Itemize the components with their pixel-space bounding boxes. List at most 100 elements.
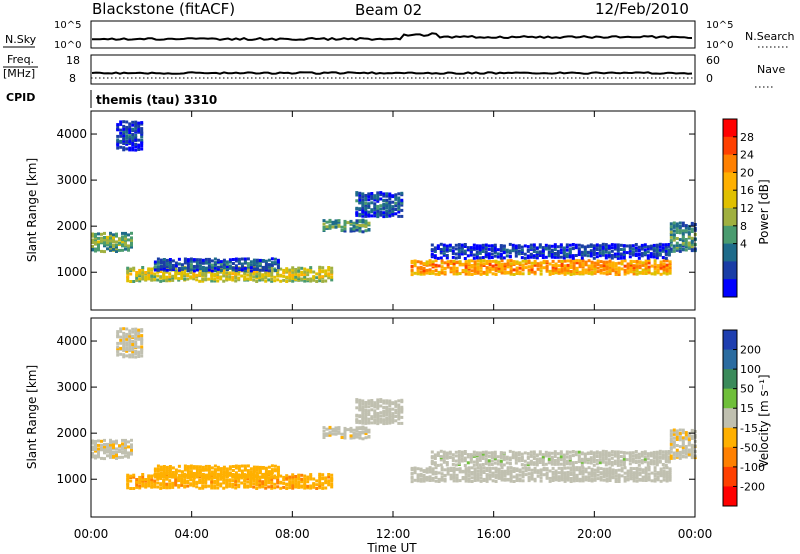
velocity-cell <box>526 461 530 465</box>
velocity-cell <box>340 436 344 439</box>
colorbar-tick-label: 16 <box>740 184 754 197</box>
velocity-cell <box>451 459 455 462</box>
velocity-cell <box>668 473 672 477</box>
power-colorbar-label: Power [dB] <box>757 179 771 244</box>
power-cell <box>130 236 133 240</box>
velocity-cell <box>237 467 241 471</box>
velocity-cell <box>649 462 653 466</box>
power-cell <box>112 247 115 251</box>
power-cell <box>134 145 138 149</box>
velocity-cell <box>578 479 582 483</box>
power-cell <box>571 243 575 246</box>
power-cell <box>669 235 673 239</box>
power-cell <box>560 271 564 275</box>
power-cell <box>518 263 522 267</box>
velocity-cell <box>364 403 368 407</box>
velocity-cell <box>629 470 633 474</box>
velocity-cell <box>382 405 386 409</box>
power-cell <box>672 249 676 253</box>
power-cell <box>97 232 100 236</box>
velocity-cell <box>445 454 449 458</box>
velocity-cell <box>452 466 456 470</box>
velocity-cell <box>318 479 322 483</box>
power-cell <box>282 274 286 278</box>
colorbar-tick-label: 4 <box>740 238 747 251</box>
velocity-cell <box>464 479 468 483</box>
power-cell <box>153 277 157 281</box>
velocity-cell <box>144 484 148 488</box>
velocity-cell <box>524 466 528 470</box>
power-cell <box>551 263 555 267</box>
velocity-cell <box>613 450 617 454</box>
velocity-cell <box>562 457 566 461</box>
power-cell <box>469 246 473 250</box>
power-cell <box>565 248 569 252</box>
velocity-cell <box>321 476 325 480</box>
velocity-cell <box>509 475 513 479</box>
power-cell <box>601 251 605 255</box>
power-cell <box>165 258 169 262</box>
velocity-cell <box>580 451 584 455</box>
power-cell <box>457 247 461 251</box>
power-cell <box>115 232 118 236</box>
velocity-cell <box>388 399 392 403</box>
power-cell <box>364 221 368 225</box>
power-cell <box>512 260 516 264</box>
power-cell <box>291 273 295 277</box>
velocity-cell <box>608 475 612 479</box>
velocity-cell <box>267 481 271 485</box>
power-cell <box>225 260 229 264</box>
velocity-cell <box>267 479 271 483</box>
power-cell <box>482 270 486 274</box>
velocity-cell <box>434 470 438 474</box>
velocity-cell <box>128 342 132 346</box>
velocity-cell <box>631 457 635 461</box>
velocity-cell <box>669 432 673 436</box>
power-cell <box>620 267 624 271</box>
power-cell <box>590 266 594 270</box>
power-cell <box>252 272 256 276</box>
velocity-cell <box>476 474 480 478</box>
power-cell <box>563 272 567 276</box>
velocity-cell <box>367 405 371 409</box>
velocity-cell <box>526 463 530 467</box>
velocity-cell <box>445 451 449 455</box>
power-cell <box>508 242 512 246</box>
power-cell <box>449 270 453 274</box>
power-cell <box>122 132 126 135</box>
power-cell <box>442 247 446 251</box>
velocity-cell <box>520 459 524 462</box>
velocity-cell <box>572 479 576 483</box>
velocity-cell <box>397 399 401 403</box>
power-cell <box>664 251 668 255</box>
power-cell <box>538 254 542 257</box>
power-cell <box>541 246 545 250</box>
velocity-cell <box>662 478 666 482</box>
power-cell <box>658 245 662 249</box>
power-cell <box>131 120 135 124</box>
power-cell <box>584 268 588 272</box>
power-cell <box>638 266 642 270</box>
power-cell <box>124 243 127 247</box>
power-cell <box>237 267 241 271</box>
power-cell <box>364 206 368 209</box>
power-cell <box>551 259 555 263</box>
velocity-cell <box>255 476 259 480</box>
power-cell <box>690 221 694 225</box>
power-cell <box>162 260 166 264</box>
power-cell <box>547 254 551 258</box>
power-cell <box>443 266 447 270</box>
power-cell <box>635 272 639 276</box>
power-cell <box>634 249 638 252</box>
velocity-cell <box>355 432 359 436</box>
power-cell <box>499 252 503 256</box>
velocity-cell <box>358 403 362 406</box>
power-cell <box>675 224 679 228</box>
power-cell <box>578 265 582 269</box>
power-cell <box>502 247 506 251</box>
velocity-cell <box>192 473 196 477</box>
velocity-cell <box>373 413 377 417</box>
power-cell <box>514 250 518 254</box>
velocity-cell <box>581 466 585 470</box>
velocity-cell <box>484 450 488 454</box>
